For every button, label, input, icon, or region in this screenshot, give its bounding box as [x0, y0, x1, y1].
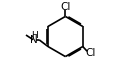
Text: Cl: Cl [84, 48, 94, 58]
Text: N: N [30, 35, 38, 45]
Text: H: H [30, 31, 37, 40]
Text: Cl: Cl [60, 2, 70, 12]
